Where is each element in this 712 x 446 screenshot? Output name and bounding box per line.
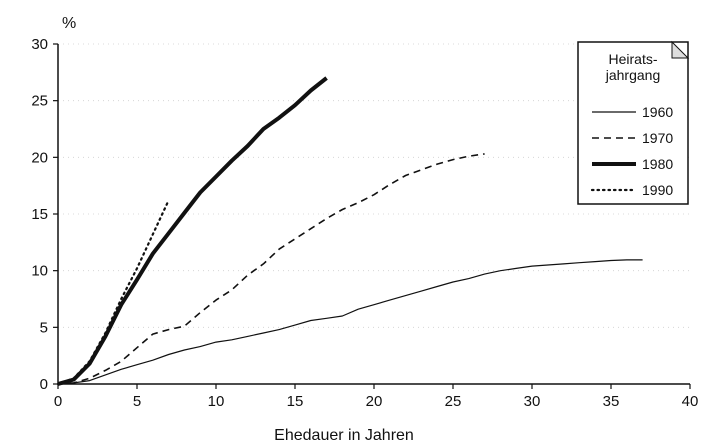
- legend-title-line2: jahrgang: [605, 67, 661, 83]
- x-tick-label: 35: [603, 393, 620, 410]
- series-lines: [56, 76, 643, 386]
- x-tick-label: 10: [208, 393, 225, 410]
- y-tick-label: 15: [31, 206, 48, 223]
- x-tick-label: 20: [366, 393, 383, 410]
- y-tick-label: 30: [31, 36, 48, 53]
- x-tick-label: 0: [54, 393, 62, 410]
- legend-label-1980: 1980: [642, 156, 673, 172]
- legend-label-1970: 1970: [642, 130, 673, 146]
- y-ticks: 0 5 10 15 20 25 30: [31, 36, 58, 393]
- y-tick-label: 20: [31, 149, 48, 166]
- x-tick-label: 15: [287, 393, 304, 410]
- series-line-1990: [56, 199, 170, 386]
- x-tick-label: 40: [682, 393, 699, 410]
- y-tick-label: 0: [40, 376, 48, 393]
- x-axis-label: Ehedauer in Jahren: [274, 427, 414, 444]
- legend-label-1990: 1990: [642, 182, 673, 198]
- y-tick-label: 10: [31, 263, 48, 280]
- legend-title-line1: Heirats-: [608, 51, 657, 67]
- x-tick-label: 25: [445, 393, 462, 410]
- series-line-1970: [57, 153, 485, 385]
- x-ticks: 0 5 10 15 20 25 30 35 40: [54, 384, 699, 410]
- x-tick-label: 30: [524, 393, 541, 410]
- legend-items: 1960 1970 1980 1990: [590, 104, 673, 198]
- series-line-1960: [57, 259, 643, 385]
- y-tick-label: 5: [40, 319, 48, 336]
- legend-box: [577, 41, 689, 205]
- y-axis-label: %: [62, 15, 76, 32]
- gridlines: [58, 43, 690, 328]
- x-tick-label: 5: [133, 393, 141, 410]
- legend-corner-fold: [671, 40, 690, 59]
- legend-label-1960: 1960: [642, 104, 673, 120]
- y-tick-label: 25: [31, 93, 48, 110]
- series-line-1980: [57, 76, 328, 386]
- legend: Heirats- jahrgang 1960 1970 1980 1990: [577, 40, 690, 205]
